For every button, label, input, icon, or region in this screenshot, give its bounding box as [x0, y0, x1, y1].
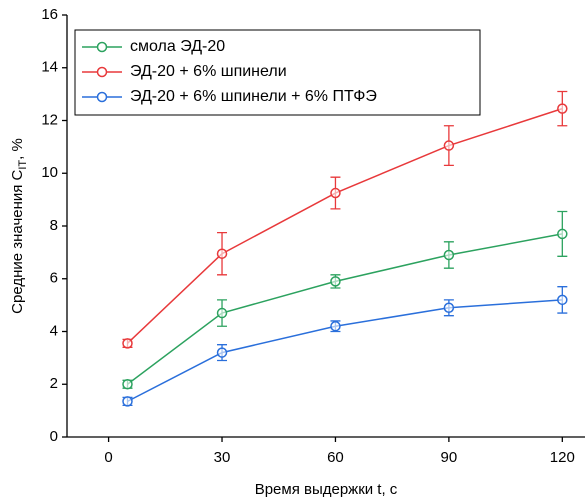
point — [122, 379, 133, 390]
x-tick-label: 90 — [441, 449, 458, 466]
y-label-tail: , % — [9, 138, 26, 160]
series-line — [127, 299, 563, 403]
series-line — [127, 233, 563, 385]
legend-marker — [96, 41, 108, 53]
legend-marker — [96, 66, 108, 78]
legend-box — [74, 29, 481, 116]
point — [330, 320, 341, 332]
point — [443, 140, 455, 151]
legend-label: смола ЭД-20 — [130, 38, 225, 55]
y-tick-label: 4 — [50, 322, 58, 339]
point — [443, 302, 455, 314]
y-tick-label: 12 — [41, 111, 58, 128]
point — [122, 396, 133, 407]
y-tick-label: 2 — [50, 375, 58, 392]
point — [557, 294, 568, 306]
legend-marker — [96, 91, 108, 103]
y-axis-label: Средние значения CIT, % — [9, 138, 29, 314]
x-tick-label: 60 — [327, 449, 344, 466]
y-tick-label: 6 — [50, 270, 58, 287]
y-label-text: Средние значения C — [9, 169, 26, 313]
point — [443, 249, 455, 261]
point — [216, 347, 228, 358]
point — [122, 338, 133, 349]
legend-label: ЭД-20 + 6% шпинели + 6% ПТФЭ — [130, 88, 377, 105]
y-tick-label: 8 — [50, 217, 58, 234]
x-tick-label: 30 — [214, 449, 231, 466]
x-axis-label: Время выдержки t, c — [255, 481, 398, 498]
point — [330, 187, 341, 199]
x-tick-label: 0 — [104, 449, 112, 466]
y-label-subscript: IT — [17, 160, 29, 170]
y-tick-label: 16 — [41, 6, 58, 23]
point — [557, 103, 568, 114]
point — [216, 307, 228, 319]
y-tick-label: 0 — [50, 428, 58, 445]
y-tick-label: 14 — [41, 59, 58, 76]
x-tick-label: 120 — [550, 449, 575, 466]
legend-label: ЭД-20 + 6% шпинели — [130, 63, 287, 80]
y-tick-label: 10 — [41, 164, 58, 181]
point — [216, 248, 228, 259]
point — [330, 276, 341, 287]
point — [557, 228, 568, 240]
series-line — [126, 107, 563, 344]
